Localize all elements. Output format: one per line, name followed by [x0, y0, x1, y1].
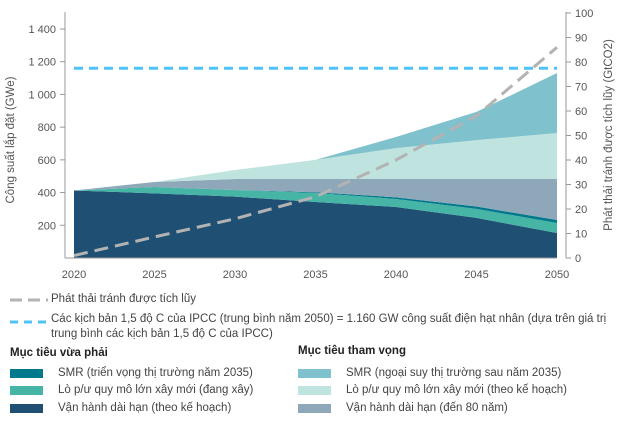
- legend-label: Vận hành dài hạn (đến 80 năm): [346, 402, 508, 414]
- x-tick-label: 2040: [384, 269, 408, 281]
- legend-label: SMR (ngoại suy thị trường sau năm 2035): [346, 367, 562, 379]
- gray-dash-icon: [10, 298, 48, 302]
- legend-swatch: [10, 386, 43, 395]
- area-series-5: [74, 73, 557, 191]
- x-tick-label: 2045: [464, 269, 488, 281]
- legend-swatch: [10, 404, 43, 413]
- y2-tick-label: 90: [575, 33, 587, 45]
- legend-label: Lò p/ư quy mô lớn xây mới (theo kế hoạch…: [346, 384, 567, 396]
- y2-tick-label: 80: [575, 57, 587, 69]
- x-tick-label: 2030: [223, 269, 247, 281]
- y2-tick-label: 20: [575, 204, 587, 216]
- avoided-emissions-line: [73, 46, 558, 258]
- y2-tick-label: 0: [575, 253, 581, 265]
- legend-label: Các kịch bản 1,5 độ C của IPCC (trung bì…: [51, 313, 607, 340]
- x-tick-label: 2025: [142, 269, 166, 281]
- y-tick-label: 1 200: [28, 57, 56, 69]
- legend-heading-moderate: Mục tiêu vừa phải: [10, 347, 108, 359]
- legend-label: Lò p/ư quy mô lớn xây mới (đang xây): [58, 384, 254, 396]
- blue-dash-icon: [10, 320, 48, 324]
- area-series-3: [74, 178, 557, 221]
- x-tick-label: 2020: [62, 269, 86, 281]
- legend-swatch: [298, 404, 331, 413]
- y2-tick-label: 30: [575, 180, 587, 192]
- y-tick-label: 800: [38, 122, 56, 134]
- area-series-1: [74, 187, 557, 233]
- area-series-4: [74, 133, 557, 191]
- legend-label: Vận hành dài hạn (theo kế hoạch): [58, 402, 232, 414]
- y-tick-label: 400: [38, 188, 56, 200]
- legend-heading-ambitious: Mục tiêu tham vọng: [298, 345, 406, 357]
- y2-tick-label: 100: [575, 8, 593, 20]
- x-tick-label: 2050: [545, 269, 569, 281]
- legend-swatch: [298, 386, 331, 395]
- y-tick-label: 600: [38, 155, 56, 167]
- y-tick-label: 1 000: [28, 89, 56, 101]
- y2-tick-label: 50: [575, 131, 587, 143]
- y-tick-label: 1 400: [28, 24, 56, 36]
- y2-tick-label: 70: [575, 82, 587, 94]
- legend-swatch: [10, 369, 43, 378]
- area-series-0: [74, 190, 557, 258]
- y2-tick-label: 10: [575, 229, 587, 241]
- legend-label: Phát thải tránh được tích lũy: [51, 293, 197, 305]
- area-series-2: [74, 187, 557, 223]
- y2-axis-label: Phát thải tránh được tích lũy (GtCO2): [603, 39, 615, 231]
- legend-label: SMR (triển vọng thị trường năm 2035): [58, 367, 253, 379]
- x-tick-label: 2035: [303, 269, 327, 281]
- y2-tick-label: 40: [575, 155, 587, 167]
- legend-swatch: [298, 369, 331, 378]
- y-tick-label: 200: [38, 220, 56, 232]
- y-axis-label: Công suất lắp đặt (GWe): [4, 76, 17, 203]
- y2-tick-label: 60: [575, 106, 587, 118]
